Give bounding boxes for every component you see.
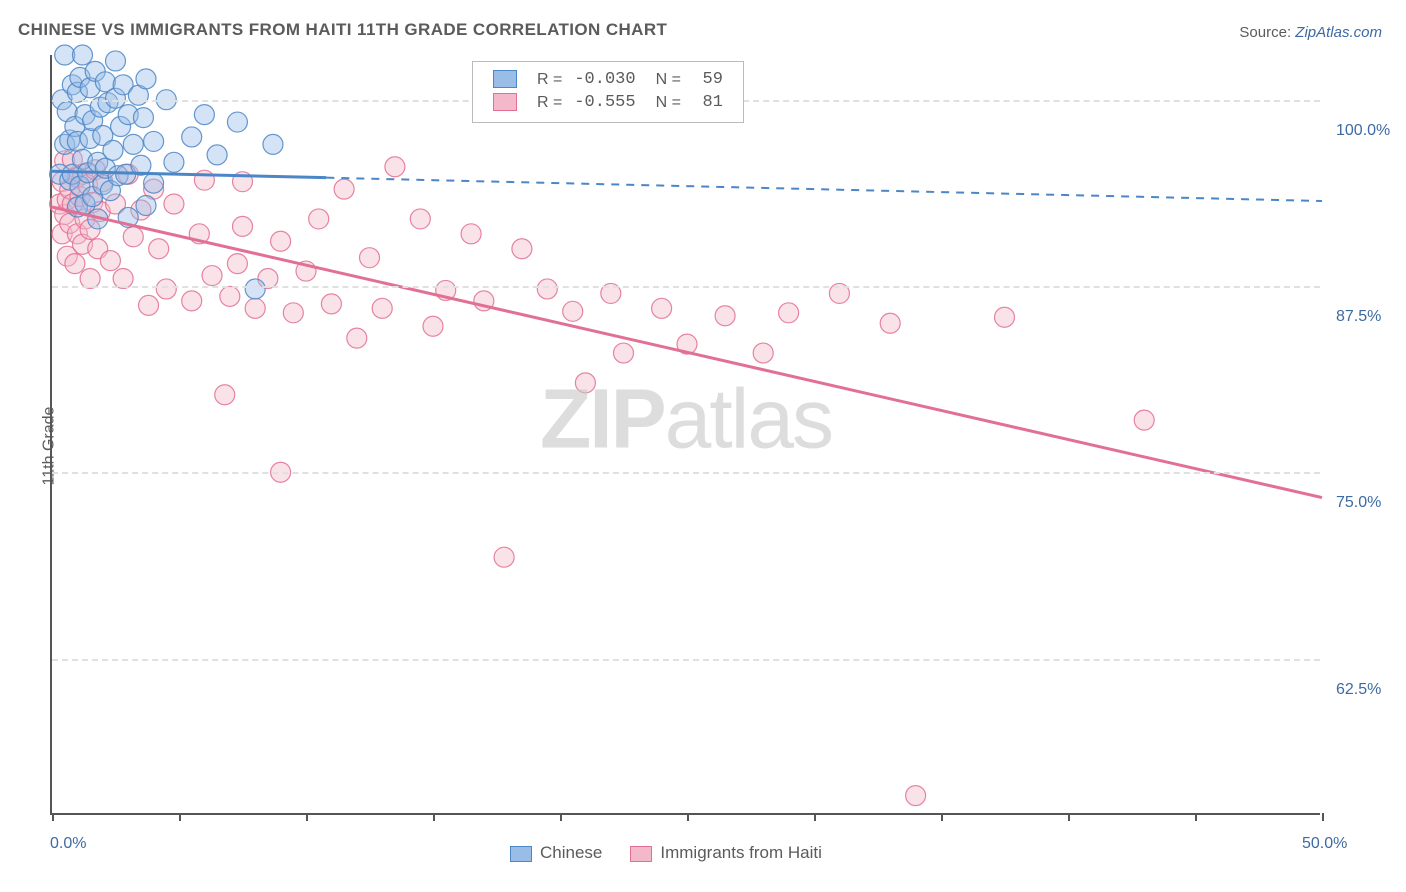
scatter-point-haiti (227, 254, 247, 274)
x-tick (687, 813, 689, 821)
scatter-point-chinese (144, 173, 164, 193)
x-tick (1068, 813, 1070, 821)
legend-label: Chinese (540, 843, 602, 862)
y-tick-label: 62.5% (1336, 681, 1381, 699)
series-legend: Chinese Immigrants from Haiti (490, 843, 830, 863)
x-tick (306, 813, 308, 821)
chart-source: Source: ZipAtlas.com (1239, 24, 1382, 41)
scatter-point-chinese (106, 51, 126, 71)
scatter-point-haiti (423, 316, 443, 336)
scatter-point-chinese (207, 145, 227, 165)
scatter-point-chinese (182, 127, 202, 147)
scatter-point-haiti (512, 239, 532, 259)
scatter-point-chinese (194, 105, 214, 125)
scatter-point-haiti (65, 254, 85, 274)
scatter-point-chinese (144, 131, 164, 151)
scatter-point-haiti (906, 786, 926, 806)
x-tick (814, 813, 816, 821)
scatter-point-chinese (227, 112, 247, 132)
y-tick-label: 100.0% (1336, 122, 1390, 140)
scatter-point-haiti (123, 227, 143, 247)
scatter-point-chinese (133, 108, 153, 128)
trend-line (52, 207, 1322, 498)
scatter-point-haiti (779, 303, 799, 323)
scatter-point-chinese (103, 140, 123, 160)
scatter-point-chinese (263, 134, 283, 154)
x-tick (1195, 813, 1197, 821)
scatter-point-chinese (72, 45, 92, 65)
scatter-point-haiti (182, 291, 202, 311)
scatter-point-haiti (233, 216, 253, 236)
scatter-point-haiti (245, 298, 265, 318)
scatter-point-haiti (410, 209, 430, 229)
x-tick (1322, 813, 1324, 821)
x-tick (941, 813, 943, 821)
scatter-point-haiti (100, 251, 120, 271)
scatter-point-haiti (156, 279, 176, 299)
scatter-point-haiti (215, 385, 235, 405)
scatter-point-haiti (575, 373, 595, 393)
x-tick (560, 813, 562, 821)
trend-line (326, 178, 1322, 201)
scatter-point-haiti (149, 239, 169, 259)
chart-title: CHINESE VS IMMIGRANTS FROM HAITI 11TH GR… (18, 20, 667, 40)
plot-area: ZIPatlas R =-0.030N =59R =-0.555N =81 62… (50, 55, 1320, 815)
scatter-point-haiti (321, 294, 341, 314)
stats-legend-box: R =-0.030N =59R =-0.555N =81 (472, 61, 744, 123)
scatter-point-haiti (563, 301, 583, 321)
scatter-point-chinese (123, 134, 143, 154)
scatter-point-chinese (164, 152, 184, 172)
scatter-point-haiti (309, 209, 329, 229)
scatter-point-haiti (271, 231, 291, 251)
x-tick-label: 0.0% (50, 835, 86, 853)
scatter-point-haiti (372, 298, 392, 318)
gridline-h (52, 472, 1320, 474)
scatter-point-haiti (220, 286, 240, 306)
x-tick (52, 813, 54, 821)
scatter-point-chinese (245, 279, 265, 299)
stats-legend-row-chinese: R =-0.030N =59 (487, 68, 729, 91)
legend-label: Immigrants from Haiti (660, 843, 822, 862)
scatter-point-haiti (347, 328, 367, 348)
scatter-point-haiti (537, 279, 557, 299)
scatter-point-haiti (139, 295, 159, 315)
scatter-point-haiti (995, 307, 1015, 327)
scatter-point-haiti (614, 343, 634, 363)
scatter-point-haiti (494, 547, 514, 567)
scatter-svg (52, 55, 1320, 813)
scatter-point-chinese (136, 196, 156, 216)
legend-swatch (630, 846, 652, 862)
scatter-point-chinese (136, 69, 156, 89)
scatter-point-haiti (360, 248, 380, 268)
x-tick (179, 813, 181, 821)
y-tick-label: 75.0% (1336, 494, 1381, 512)
scatter-point-haiti (652, 298, 672, 318)
gridline-h (52, 286, 1320, 288)
scatter-point-haiti (202, 266, 222, 286)
scatter-point-haiti (164, 194, 184, 214)
scatter-point-haiti (334, 179, 354, 199)
x-tick (433, 813, 435, 821)
x-tick-label: 50.0% (1302, 835, 1347, 853)
scatter-point-haiti (1134, 410, 1154, 430)
scatter-point-haiti (880, 313, 900, 333)
scatter-point-haiti (385, 157, 405, 177)
legend-swatch (510, 846, 532, 862)
scatter-point-haiti (715, 306, 735, 326)
scatter-point-chinese (55, 45, 75, 65)
y-tick-label: 87.5% (1336, 308, 1381, 326)
scatter-point-haiti (461, 224, 481, 244)
stats-legend-row-haiti: R =-0.555N =81 (487, 91, 729, 114)
scatter-point-haiti (283, 303, 303, 323)
source-link[interactable]: ZipAtlas.com (1295, 24, 1382, 41)
scatter-point-haiti (753, 343, 773, 363)
gridline-h (52, 659, 1320, 661)
